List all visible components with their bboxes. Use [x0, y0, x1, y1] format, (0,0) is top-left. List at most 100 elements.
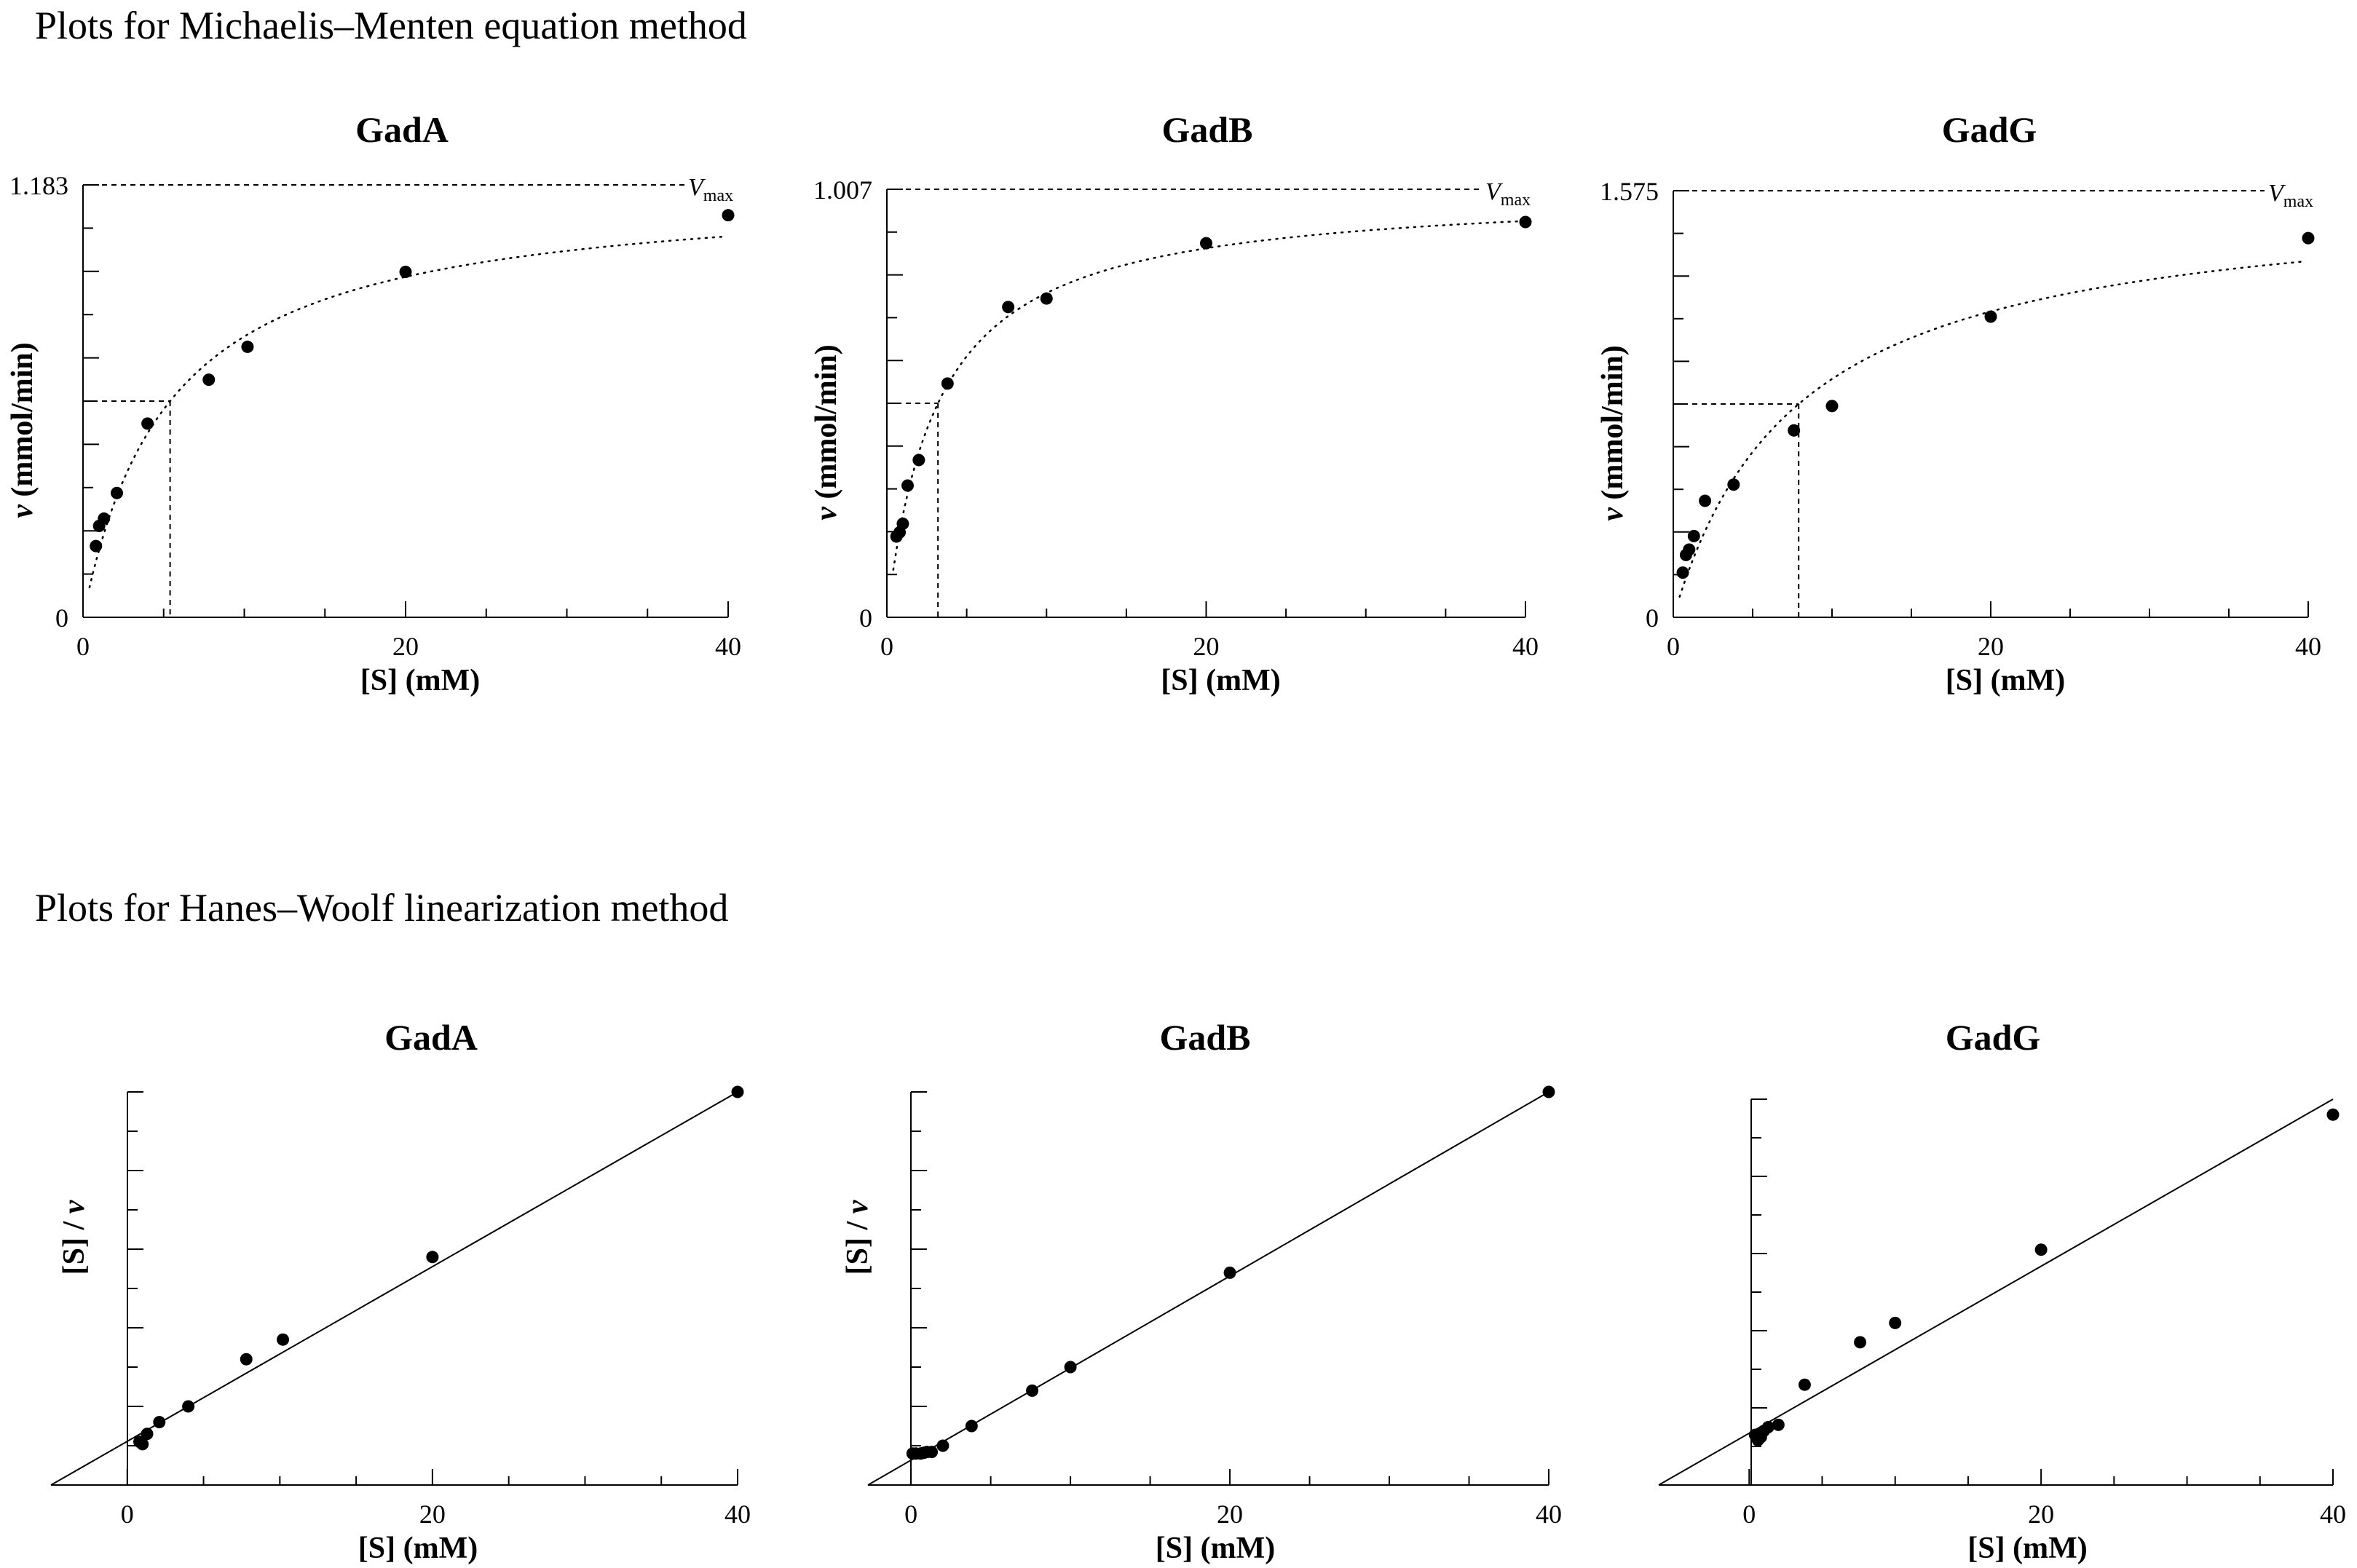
data-point: [202, 373, 216, 387]
mm-gada-chart: GadA 0 20 40 0 1.183 [S] (mM) v (mmol/min) Vmax: [6, 109, 741, 697]
y-axis-label: v (mmol/min): [6, 342, 39, 518]
vmax-label-sub: max: [1501, 191, 1531, 210]
x-axis-label: [S] (mM): [1156, 1532, 1275, 1565]
y-label-rest: [S] /: [58, 1213, 91, 1275]
data-point: [1788, 424, 1801, 437]
data-point: [182, 1400, 195, 1413]
data-point: [936, 1439, 949, 1452]
y-tick-label: 0: [1646, 603, 1659, 633]
vmax-label: Vmax: [688, 174, 733, 205]
data-point: [1542, 1085, 1555, 1098]
x-tick-label: 40: [2320, 1500, 2346, 1529]
data-point: [2034, 1243, 2048, 1256]
hw-gada-chart: GadA 0 20 40 [S] (mM) [S] / v: [50, 1017, 751, 1565]
chart-title: GadG: [1942, 109, 2037, 150]
y-tick-label: 1.575: [1600, 177, 1659, 206]
vmax-label: Vmax: [1485, 178, 1531, 210]
hw-section-title: Plots for Hanes–Woolf linearization meth…: [35, 886, 729, 930]
x-tick-label: 40: [725, 1500, 751, 1529]
hw-gadb-chart: GadB 0 20 40 [S] (mM) [S] / v: [841, 1017, 1562, 1565]
y-axis-label: [S] / v: [841, 1199, 875, 1275]
mm-fit-curve: [88, 235, 726, 589]
y-axis-label: v (mmol/min): [810, 344, 843, 520]
chart-title: GadB: [1161, 109, 1252, 150]
x-axis-label: [S] (mM): [358, 1532, 478, 1565]
x-tick-label: 0: [1742, 1500, 1756, 1529]
data-point: [1727, 478, 1740, 491]
x-tick-label: 40: [1512, 632, 1539, 661]
data-point: [1699, 494, 1712, 507]
x-tick-label: 0: [1667, 632, 1680, 661]
x-tick-label: 20: [1217, 1500, 1243, 1529]
x-axis-label: [S] (mM): [360, 664, 480, 697]
y-tick-label: 0: [55, 603, 68, 633]
y-label-rest: [S] /: [841, 1213, 875, 1275]
y-axis-label: v (mmol/min): [1596, 345, 1630, 520]
x-axis-label: [S] (mM): [1946, 664, 2065, 697]
mm-fit-curve: [892, 220, 1523, 571]
data-point: [90, 539, 103, 553]
data-point: [277, 1333, 290, 1346]
data-point: [1064, 1361, 1077, 1374]
mm-gadg-chart: GadG 0 20 40 0 1.575 [S] (mM) v (mmol/min) Vmax: [1596, 109, 2321, 697]
data-point: [1519, 215, 1532, 229]
x-tick-label: 20: [392, 632, 419, 661]
hw-gadg-chart: GadG 0 20 40 [S] (mM): [1658, 1017, 2346, 1565]
hw-fit-line: [50, 1091, 738, 1486]
data-point: [1223, 1266, 1236, 1279]
x-tick-label: 40: [1536, 1500, 1562, 1529]
x-tick-label: 0: [880, 632, 893, 661]
data-point: [941, 377, 954, 390]
x-tick-label: 40: [715, 632, 741, 661]
data-point: [901, 479, 915, 492]
y-label-italic: v: [6, 504, 39, 518]
y-label-rest: (mmol/min): [810, 344, 843, 507]
data-point: [1002, 301, 1015, 314]
y-label-rest: (mmol/min): [6, 342, 39, 504]
y-tick-label: 0: [859, 603, 872, 633]
data-point: [965, 1419, 978, 1433]
data-point: [240, 1353, 253, 1366]
data-point: [896, 518, 909, 531]
x-axis-label: [S] (mM): [1967, 1532, 2087, 1565]
hw-fit-line: [1658, 1098, 2334, 1486]
x-tick-label: 40: [2295, 632, 2321, 661]
data-point: [1798, 1378, 1811, 1391]
x-tick-label: 20: [1978, 632, 2004, 661]
data-point: [925, 1446, 939, 1459]
data-point: [1854, 1336, 1867, 1349]
y-label-italic: v: [1596, 507, 1630, 521]
hw-fit-line: [867, 1091, 1549, 1486]
y-label-rest: (mmol/min): [1596, 345, 1630, 507]
x-tick-label: 20: [2028, 1500, 2054, 1529]
data-point: [241, 340, 254, 353]
chart-title: GadA: [355, 109, 449, 150]
data-point: [1040, 292, 1053, 305]
y-label-italic: v: [841, 1199, 875, 1213]
data-point: [1984, 310, 1997, 323]
chart-title: GadB: [1159, 1017, 1250, 1058]
data-point: [98, 512, 111, 525]
x-tick-label: 20: [419, 1500, 446, 1529]
x-tick-label: 0: [904, 1500, 917, 1529]
chart-title: GadA: [384, 1017, 478, 1058]
mm-gadb-chart: GadB 0 20 40 0 1.007 [S] (mM) v (mmol/min) Vmax: [810, 109, 1539, 697]
y-label-italic: v: [58, 1199, 91, 1213]
vmax-label-sub: max: [2283, 192, 2313, 211]
x-axis-label: [S] (mM): [1161, 664, 1280, 697]
data-point: [1825, 400, 1839, 413]
data-point: [111, 486, 124, 499]
y-tick-label: 1.183: [9, 171, 68, 200]
data-point: [722, 209, 735, 222]
data-point: [1889, 1316, 1902, 1329]
y-tick-label: 1.007: [813, 175, 872, 205]
chart-title: GadG: [1946, 1017, 2041, 1058]
y-axis-label: [S] / v: [58, 1199, 91, 1275]
y-label-italic: v: [810, 506, 843, 520]
data-point: [731, 1085, 744, 1098]
data-point: [1683, 543, 1696, 556]
data-point: [141, 417, 154, 430]
x-tick-label: 0: [121, 1500, 134, 1529]
data-point: [136, 1438, 149, 1451]
